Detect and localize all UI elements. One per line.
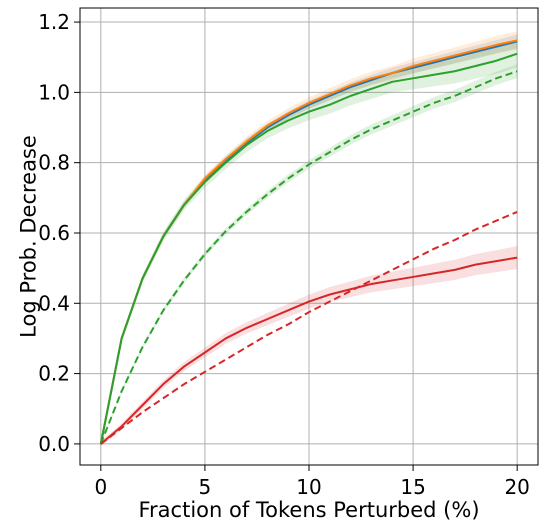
series-lines — [99, 39, 518, 445]
series-3-line — [99, 70, 518, 445]
y-tick-label: 1.2 — [38, 10, 70, 34]
grid-layer — [80, 8, 538, 465]
x-tick-label: 15 — [400, 475, 425, 499]
series-4-band — [100, 246, 518, 447]
y-tick-label: 0.8 — [38, 151, 70, 175]
x-axis-label: Fraction of Tokens Perturbed (%) — [138, 498, 479, 522]
y-tick-label: 0.2 — [38, 362, 70, 386]
y-tick-label: 0.4 — [38, 291, 70, 315]
series-2-line — [99, 52, 518, 445]
x-tick-label: 10 — [296, 475, 321, 499]
y-tick-label: 0.0 — [38, 432, 70, 456]
series-4-line — [100, 256, 518, 445]
y-tick-label: 1.0 — [38, 80, 70, 104]
y-axis-label: Log Prob. Decrease — [16, 135, 40, 338]
x-tick-label: 0 — [94, 475, 107, 499]
y-tick-label: 0.6 — [38, 221, 70, 245]
x-tick-label: 20 — [504, 475, 529, 499]
axis-ticks: 0 5 10 15 20 0.0 0.2 0.4 0.6 0.8 1.0 1.2 — [38, 10, 530, 499]
confidence-bands — [100, 31, 518, 448]
series-5-line — [100, 210, 518, 445]
x-tick-label: 5 — [199, 475, 212, 499]
